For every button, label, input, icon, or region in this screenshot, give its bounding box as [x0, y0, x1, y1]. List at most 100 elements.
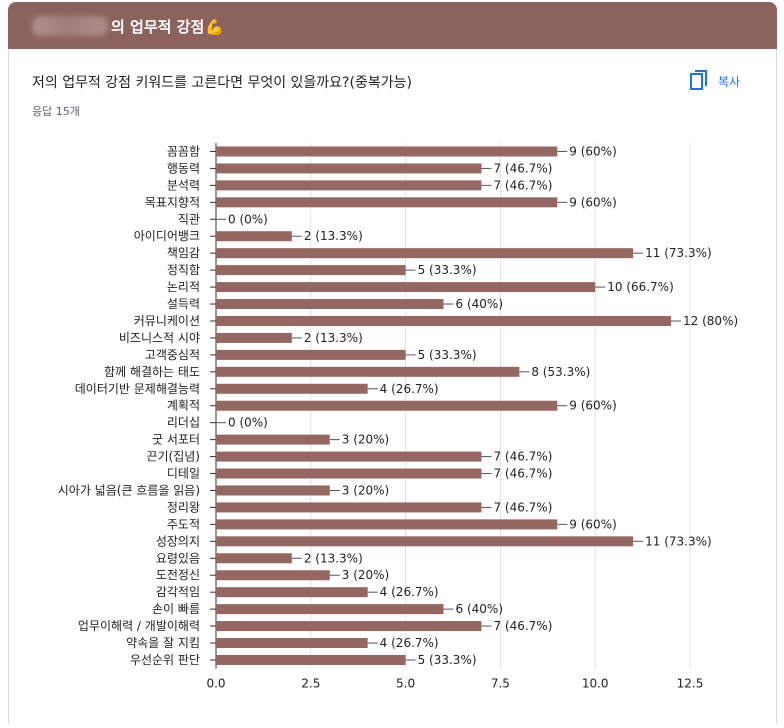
category-label: 정직함: [167, 263, 200, 277]
x-tick-label: 7.5: [491, 676, 510, 690]
bar: [216, 332, 292, 343]
header-title: 의 업무적 강점💪: [111, 16, 224, 37]
bar: [216, 146, 558, 157]
category-label: 설득력: [167, 297, 200, 311]
data-label: 0 (0%): [228, 212, 268, 226]
question-title: 저의 업무적 강점 키워드를 고른다면 무엇이 있을까요?(중복가능): [32, 75, 412, 91]
bar: [216, 621, 482, 632]
bar: [216, 468, 482, 479]
bar: [216, 163, 482, 174]
bar: [216, 654, 406, 665]
data-label: 3 (20%): [342, 483, 389, 497]
category-label: 손이 빠름: [152, 602, 200, 616]
bar: [216, 587, 368, 598]
data-label: 9 (60%): [569, 144, 616, 158]
data-label: 5 (33.3%): [418, 653, 477, 667]
bar: [216, 282, 596, 293]
bar: [216, 231, 292, 242]
data-label: 8 (53.3%): [531, 365, 590, 379]
bar: [216, 536, 634, 547]
category-label: 커뮤니케이션: [134, 314, 200, 328]
x-tick-label: 2.5: [301, 676, 320, 690]
category-label: 끈기(집념): [146, 450, 200, 464]
data-label: 0 (0%): [228, 416, 268, 430]
bar: [216, 315, 672, 326]
category-label: 리더십: [167, 416, 200, 430]
data-label: 9 (60%): [569, 517, 616, 531]
data-label: 7 (46.7%): [493, 161, 552, 175]
category-label: 정리왕: [167, 500, 200, 514]
category-label: 논리적: [167, 280, 200, 294]
data-label: 3 (20%): [342, 433, 389, 447]
category-label: 비즈니스적 시야: [119, 331, 200, 345]
bar: [216, 638, 368, 649]
bar: [216, 180, 482, 191]
data-label: 9 (60%): [569, 195, 616, 209]
data-label: 5 (33.3%): [418, 263, 477, 277]
bar: [216, 553, 292, 564]
category-label: 계획적: [167, 399, 200, 413]
data-label: 6 (40%): [456, 602, 503, 616]
x-tick-label: 5.0: [396, 676, 415, 690]
bar: [216, 383, 368, 394]
bar: [216, 502, 482, 513]
bar: [216, 451, 482, 462]
category-label: 감각적임: [156, 585, 200, 599]
bar: [216, 434, 330, 445]
category-label: 행동력: [167, 160, 200, 175]
category-label: 분석력: [167, 178, 200, 192]
data-label: 7 (46.7%): [493, 450, 552, 464]
data-label: 10 (66.7%): [607, 280, 674, 294]
data-label: 2 (13.3%): [304, 331, 363, 345]
data-label: 2 (13.3%): [304, 229, 363, 243]
data-label: 3 (20%): [342, 568, 389, 582]
category-label: 시아가 넓음(큰 흐름을 읽음): [58, 483, 200, 497]
category-label: 목표지향적: [145, 195, 200, 209]
data-label: 4 (26.7%): [380, 636, 439, 650]
category-label: 우선순위 판단: [130, 653, 200, 667]
bar: [216, 265, 406, 276]
category-label: 요령있음: [156, 551, 200, 565]
category-label: 주도적: [167, 517, 200, 531]
form-header: 의 업무적 강점💪: [8, 2, 777, 49]
data-label: 11 (73.3%): [645, 246, 712, 260]
category-label: 디테일: [167, 467, 200, 481]
data-label: 7 (46.7%): [493, 467, 552, 481]
blurred-name: [32, 16, 108, 36]
copy-button[interactable]: 복사: [690, 68, 740, 94]
category-label: 데이터기반 문제해결능력: [75, 382, 200, 396]
copy-button-label: 복사: [718, 74, 741, 89]
data-label: 7 (46.7%): [493, 178, 552, 192]
data-label: 7 (46.7%): [493, 619, 552, 633]
category-label: 도전정신: [156, 568, 200, 582]
bar: [216, 519, 558, 530]
bar: [216, 366, 520, 377]
data-label: 9 (60%): [569, 399, 616, 413]
category-label: 업무이해력 / 개발이해력: [78, 619, 200, 633]
x-tick-label: 10.0: [582, 676, 609, 690]
header-title-text: 의 업무적 강점: [111, 18, 205, 36]
bar: [216, 349, 406, 360]
bar: [216, 248, 634, 259]
category-label: 성장의지: [156, 534, 200, 548]
category-label: 굿 서포터: [152, 433, 200, 447]
copy-icon: [690, 70, 707, 90]
category-label: 함께 해결하는 태도: [104, 365, 200, 379]
data-label: 5 (33.3%): [418, 348, 477, 362]
data-label: 4 (26.7%): [380, 382, 439, 396]
bar: [216, 570, 330, 581]
category-label: 약속을 잘 지킴: [126, 635, 200, 650]
data-label: 4 (26.7%): [380, 585, 439, 599]
x-tick-label: 12.5: [677, 676, 704, 690]
flexed-biceps-icon: 💪: [205, 18, 224, 36]
bar: [216, 604, 444, 615]
data-label: 6 (40%): [456, 297, 503, 311]
x-tick-label: 0.0: [206, 676, 225, 690]
category-label: 꼼꼼함: [167, 144, 200, 158]
data-label: 2 (13.3%): [304, 551, 363, 565]
data-label: 7 (46.7%): [493, 500, 552, 514]
category-label: 고객중심적: [145, 348, 200, 362]
bar: [216, 197, 558, 208]
data-label: 11 (73.3%): [645, 534, 712, 548]
